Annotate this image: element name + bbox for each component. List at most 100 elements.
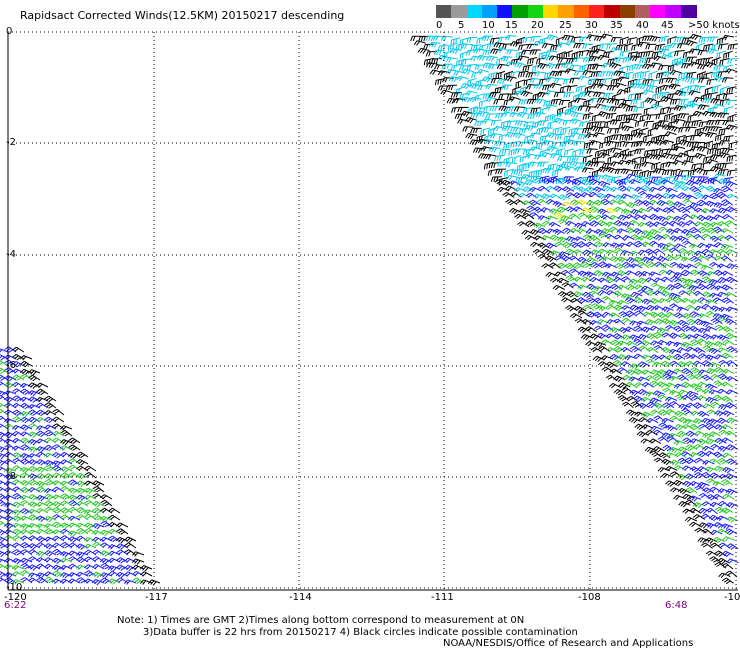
wind-barb <box>713 380 726 387</box>
wind-barb <box>635 51 647 59</box>
wind-barb <box>657 120 669 126</box>
wind-barb <box>653 402 666 410</box>
wind-barb <box>725 306 739 312</box>
wind-barb <box>644 233 657 241</box>
wind-barb <box>694 485 707 492</box>
wind-barb <box>36 486 49 493</box>
wind-barb <box>28 423 41 430</box>
wind-barb <box>728 141 739 149</box>
wind-barb <box>714 424 727 431</box>
wind-barb <box>35 550 49 558</box>
wind-barb <box>705 185 718 193</box>
wind-barb <box>67 452 81 460</box>
wind-barb <box>27 564 41 571</box>
wind-barb <box>612 333 625 340</box>
wind-barb <box>76 472 89 480</box>
wind-barb <box>682 76 694 83</box>
wind-barb <box>639 70 650 79</box>
wind-barb <box>666 436 679 443</box>
wind-barb <box>59 480 73 486</box>
wind-barb <box>627 51 639 59</box>
wind-barb <box>447 42 458 52</box>
wind-barb <box>704 522 718 529</box>
wind-barb <box>562 78 574 85</box>
wind-barb <box>689 185 702 193</box>
wind-barb <box>91 536 105 543</box>
wind-barb <box>616 89 629 95</box>
wind-barb <box>523 161 533 170</box>
wind-barb <box>721 424 734 430</box>
wind-barb <box>634 186 647 193</box>
wind-barb <box>83 494 97 501</box>
wind-barb <box>702 501 715 508</box>
wind-barb <box>703 140 714 149</box>
wind-barb <box>488 71 499 80</box>
wind-barb <box>586 50 598 56</box>
wind-barb <box>620 168 633 175</box>
wind-barb <box>84 513 97 521</box>
latitude-tick-label: -2 <box>6 137 16 148</box>
wind-barb <box>590 70 602 78</box>
wind-barb <box>115 536 129 544</box>
wind-barb <box>35 572 49 579</box>
wind-barb <box>498 148 511 155</box>
wind-barb <box>693 233 706 241</box>
wind-barb <box>706 119 718 126</box>
colorbar-swatch <box>558 5 575 18</box>
wind-barb <box>116 577 129 584</box>
wind-barb <box>716 248 729 256</box>
wind-barb <box>533 177 546 185</box>
wind-barb <box>28 514 41 521</box>
wind-barb <box>661 152 674 159</box>
wind-barb <box>704 131 717 138</box>
wind-barb <box>704 438 718 445</box>
wind-barb <box>689 134 701 141</box>
wind-barb <box>673 184 686 191</box>
wind-barb <box>553 185 566 193</box>
wind-barb <box>688 243 702 249</box>
wind-barb <box>4 381 17 389</box>
wind-barb <box>35 501 49 508</box>
wind-barb <box>601 311 615 318</box>
wind-barb <box>614 98 626 106</box>
wind-barb <box>516 162 527 172</box>
wind-barb <box>608 226 621 233</box>
wind-barb <box>498 93 510 100</box>
wind-barb <box>649 35 662 42</box>
wind-barb <box>673 118 686 125</box>
wind-barb <box>563 148 575 156</box>
wind-barb <box>696 214 709 222</box>
wind-barb <box>554 133 566 140</box>
wind-barb <box>516 111 529 118</box>
wind-barb <box>605 361 618 369</box>
wind-barb <box>658 35 670 43</box>
wind-barb <box>631 43 642 51</box>
wind-barb <box>711 84 722 93</box>
wind-barb <box>669 459 683 467</box>
wind-barb <box>633 395 646 403</box>
wind-barb <box>585 160 598 167</box>
wind-barb <box>0 452 9 460</box>
wind-barb <box>561 161 573 167</box>
wind-barb <box>704 354 718 361</box>
wind-barb <box>20 444 33 451</box>
wind-barb <box>542 84 554 91</box>
wind-barb <box>0 431 9 439</box>
wind-barb <box>692 514 706 520</box>
wind-barb <box>583 98 593 108</box>
wind-barb <box>533 83 546 90</box>
wind-barb <box>522 200 535 207</box>
wind-barb <box>693 96 705 103</box>
wind-barb <box>724 234 737 242</box>
wind-barb <box>550 98 562 105</box>
wind-barb <box>620 361 633 367</box>
wind-barb <box>84 465 97 472</box>
wind-barb <box>673 353 686 361</box>
wind-barb <box>709 556 722 563</box>
wind-barb <box>725 276 738 284</box>
wind-barb <box>545 271 558 278</box>
colorbar-swatch <box>665 5 682 18</box>
wind-barb <box>637 221 651 228</box>
wind-barb <box>673 341 686 348</box>
wind-barb <box>649 213 662 221</box>
